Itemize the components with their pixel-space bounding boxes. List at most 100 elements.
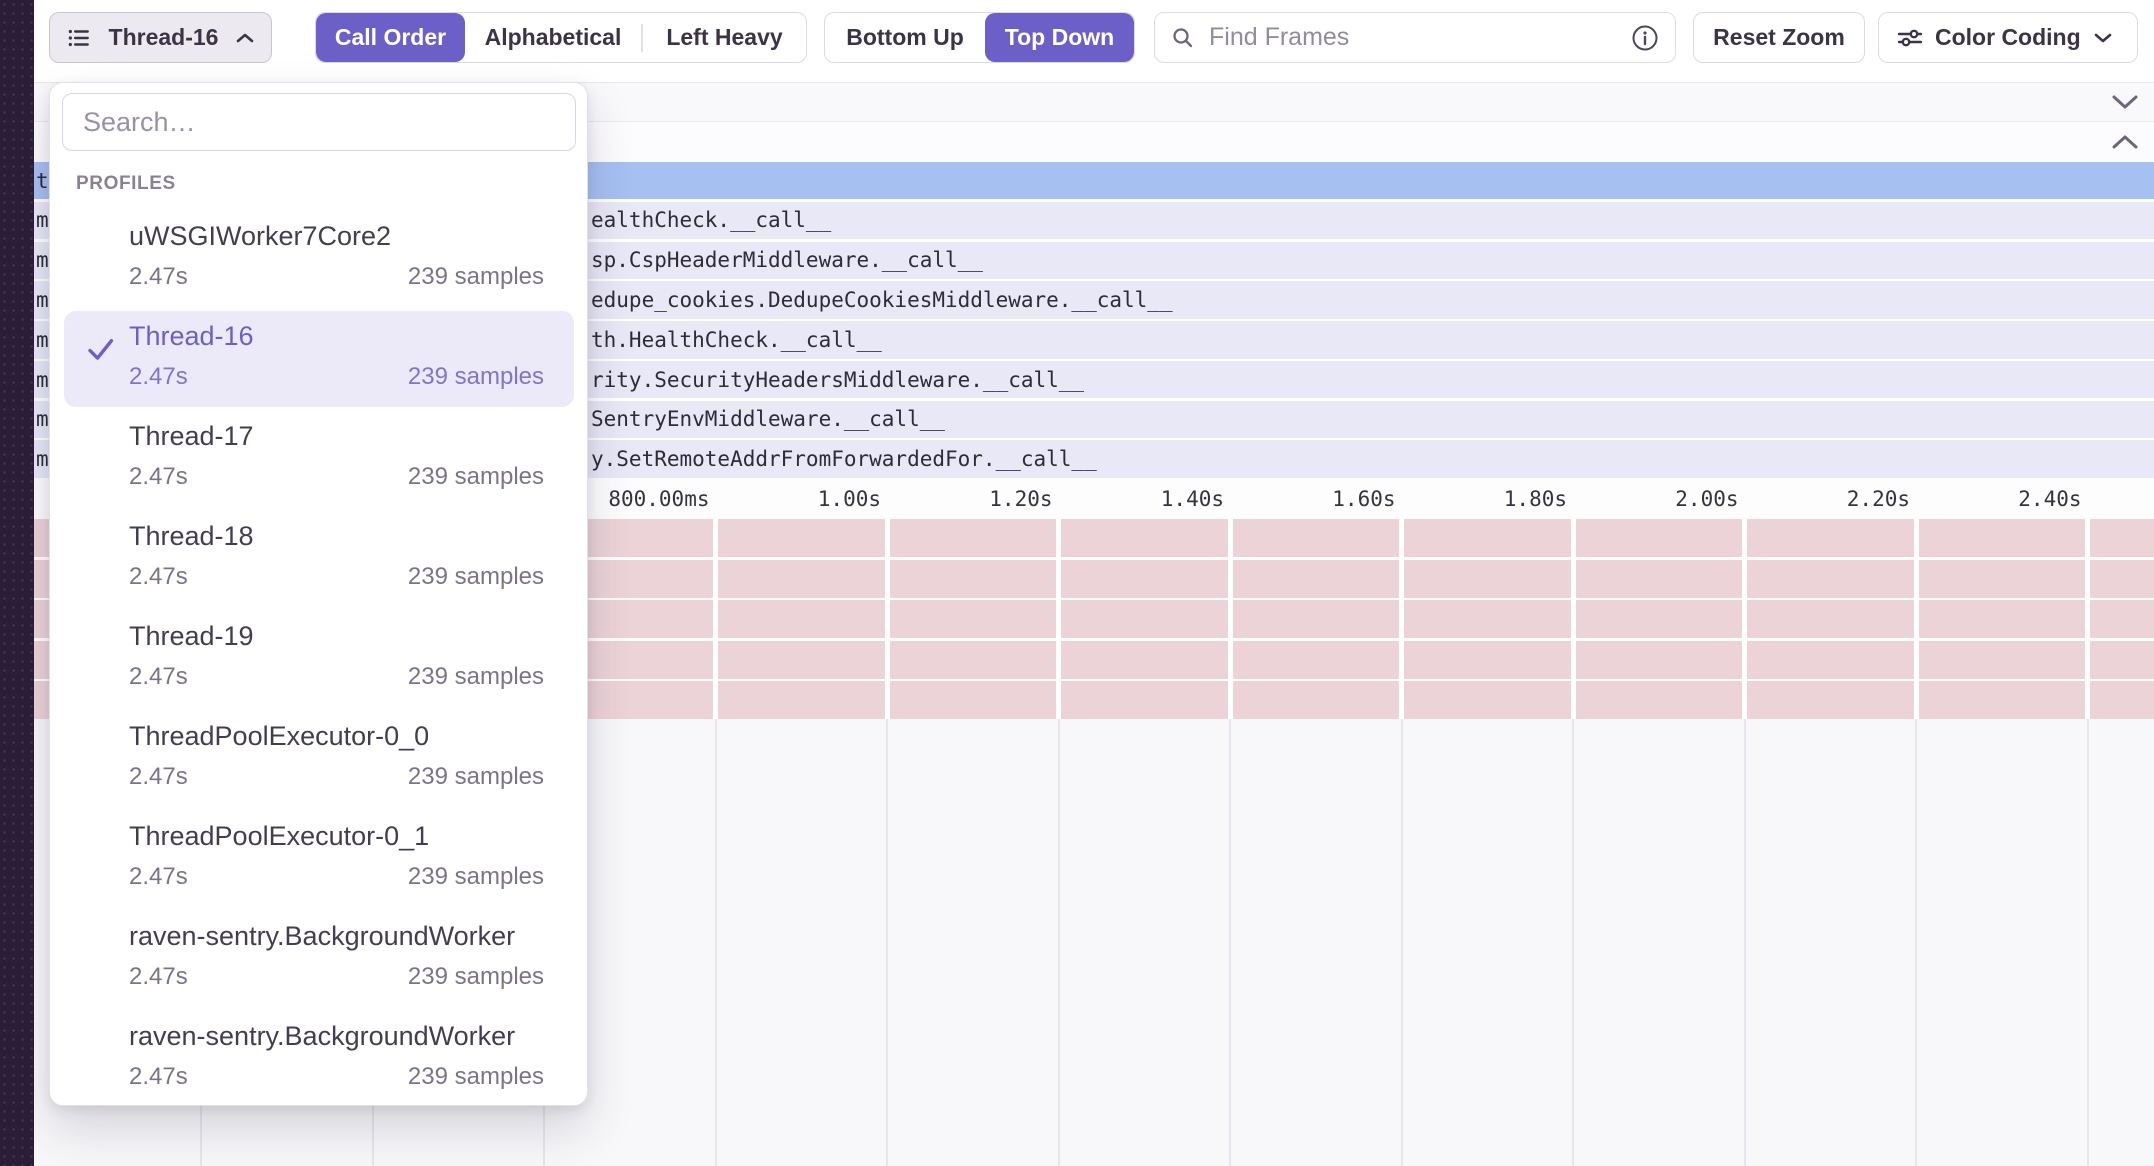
- profile-name: raven-sentry.BackgroundWorker: [129, 1021, 516, 1051]
- axis-tick-label: 1.60s: [1332, 486, 1396, 511]
- thread-selector-trigger[interactable]: Thread-16: [49, 12, 272, 63]
- flame-row-label: y.SetRemoteAddrFromForwardedFor.__call__: [591, 447, 1097, 472]
- profile-name: Thread-18: [129, 521, 254, 551]
- profile-duration: 2.47s: [129, 963, 188, 990]
- flame-row-left-fragment: m: [36, 447, 49, 472]
- profile-duration: 2.47s: [129, 663, 188, 690]
- flame-row-label: th.HealthCheck.__call__: [591, 327, 882, 352]
- flame-row-left-fragment: m: [36, 367, 49, 392]
- profile-samples: 239 samples: [407, 963, 544, 990]
- find-frames-search[interactable]: [1154, 12, 1676, 63]
- flame-row-label: ealthCheck.__call__: [591, 208, 832, 233]
- chevron-down-icon[interactable]: [2110, 93, 2140, 111]
- profile-duration: 2.47s: [129, 263, 188, 290]
- sliders-icon: [1897, 28, 1923, 48]
- info-icon[interactable]: [1631, 24, 1659, 52]
- flame-row-label: edupe_cookies.DedupeCookiesMiddleware.__…: [591, 288, 1173, 313]
- sort-option-call-order[interactable]: Call Order: [316, 13, 465, 62]
- flame-row-left-fragment: t: [36, 168, 49, 193]
- profile-option[interactable]: Thread-16 2.47s 239 samples: [64, 311, 574, 407]
- profile-samples: 239 samples: [407, 1063, 544, 1090]
- profile-samples: 239 samples: [407, 563, 544, 590]
- profile-option[interactable]: Thread-18 2.47s 239 samples: [64, 511, 574, 607]
- tick-gridline: [1229, 719, 1231, 1166]
- dropdown-search-field[interactable]: [62, 93, 576, 151]
- reset-zoom-button[interactable]: Reset Zoom: [1693, 12, 1865, 63]
- chevron-up-icon: [235, 32, 255, 44]
- tick-gridline: [714, 719, 717, 1166]
- axis-tick-label: 800.00ms: [608, 486, 710, 511]
- axis-tick-label: 1.20s: [989, 486, 1053, 511]
- axis-tick-label: 1.40s: [1160, 486, 1224, 511]
- flame-row-label: rity.SecurityHeadersMiddleware.__call__: [591, 367, 1085, 392]
- profile-option[interactable]: ThreadPoolExecutor-0_1 2.47s 239 samples: [64, 811, 574, 907]
- divider: [641, 23, 643, 52]
- axis-tick-label: 1.80s: [1503, 486, 1567, 511]
- profile-duration: 2.47s: [129, 363, 188, 390]
- check-icon: [86, 335, 116, 370]
- profiles-section-label: PROFILES: [76, 173, 176, 194]
- profile-duration: 2.47s: [129, 563, 188, 590]
- profile-samples: 239 samples: [407, 663, 544, 690]
- direction-option-bottom-up[interactable]: Bottom Up: [846, 24, 964, 50]
- flame-row-label: SentryEnvMiddleware.__call__: [591, 407, 946, 432]
- profile-option[interactable]: uWSGIWorker7Core2 2.47s 239 samples: [64, 211, 574, 307]
- profile-name: Thread-16: [129, 321, 254, 351]
- chevron-down-icon: [2093, 32, 2113, 44]
- tick-gridline: [1057, 719, 1060, 1166]
- profile-samples: 239 samples: [407, 763, 544, 790]
- profile-option[interactable]: raven-sentry.BackgroundWorker 2.47s 239 …: [64, 1011, 574, 1107]
- profile-duration: 2.47s: [129, 863, 188, 890]
- color-coding-button[interactable]: Color Coding: [1878, 12, 2138, 63]
- profile-duration: 2.47s: [129, 1063, 188, 1090]
- axis-tick-label: 2.00s: [1675, 486, 1739, 511]
- tick-gridline: [886, 719, 888, 1166]
- sort-option-alphabetical[interactable]: Alphabetical: [484, 24, 622, 50]
- profile-duration: 2.47s: [129, 463, 188, 490]
- color-coding-label: Color Coding: [1935, 24, 2081, 50]
- profile-option[interactable]: Thread-19 2.47s 239 samples: [64, 611, 574, 707]
- profile-name: raven-sentry.BackgroundWorker: [129, 921, 516, 951]
- sort-option-left-heavy[interactable]: Left Heavy: [666, 24, 783, 50]
- tick-gridline: [1572, 719, 1574, 1166]
- profile-name: Thread-19: [129, 621, 254, 651]
- toolbar: Thread-16 Call Order Alphabetical Left H…: [0, 0, 2154, 72]
- profile-name: ThreadPoolExecutor-0_0: [129, 721, 430, 751]
- direction-segmented-control: Bottom Up Top Down: [824, 12, 1135, 63]
- flame-row-label: sp.CspHeaderMiddleware.__call__: [591, 248, 983, 273]
- axis-tick-label: 2.20s: [1846, 486, 1910, 511]
- flame-row-left-fragment: m: [36, 407, 49, 432]
- app-sidebar-edge: [0, 0, 34, 1166]
- tick-gridline: [2086, 719, 2089, 1166]
- profile-samples: 239 samples: [407, 263, 544, 290]
- profile-samples: 239 samples: [407, 863, 544, 890]
- profile-option[interactable]: ThreadPoolExecutor-0_0 2.47s 239 samples: [64, 711, 574, 807]
- dropdown-search-input[interactable]: [81, 105, 557, 139]
- profiles-dropdown: PROFILES uWSGIWorker7Core2 2.47s 239 sam…: [49, 82, 588, 1106]
- thread-selector-label: Thread-16: [108, 24, 219, 50]
- flame-row-left-fragment: m: [36, 248, 49, 273]
- profile-duration: 2.47s: [129, 763, 188, 790]
- tick-gridline: [1743, 719, 1746, 1166]
- sort-segmented-control: Call Order Alphabetical Left Heavy: [315, 12, 807, 63]
- flame-row-left-fragment: m: [36, 288, 49, 313]
- chevron-up-icon[interactable]: [2110, 133, 2140, 151]
- profiles-list: uWSGIWorker7Core2 2.47s 239 samples Thre…: [64, 211, 574, 1107]
- axis-tick-label: 2.40s: [2018, 486, 2082, 511]
- axis-tick-label: 1.00s: [817, 486, 881, 511]
- flame-row-left-fragment: m: [36, 208, 49, 233]
- search-icon: [1171, 26, 1195, 50]
- find-frames-input[interactable]: [1207, 22, 1619, 53]
- tick-gridline: [1915, 719, 1917, 1166]
- time-axis: 800.00ms 1.00s 1.20s 1.40s 1.60s 1.80s 2.00s 2.…: [34, 478, 2154, 519]
- profile-name: Thread-17: [129, 421, 254, 451]
- profile-name: uWSGIWorker7Core2: [129, 221, 392, 251]
- profile-name: ThreadPoolExecutor-0_1: [129, 821, 430, 851]
- tick-gridline: [1400, 719, 1403, 1166]
- profile-option[interactable]: Thread-17 2.47s 239 samples: [64, 411, 574, 507]
- direction-option-top-down[interactable]: Top Down: [985, 13, 1134, 62]
- profile-samples: 239 samples: [407, 463, 544, 490]
- profile-option[interactable]: raven-sentry.BackgroundWorker 2.47s 239 …: [64, 911, 574, 1007]
- list-icon: [66, 25, 92, 51]
